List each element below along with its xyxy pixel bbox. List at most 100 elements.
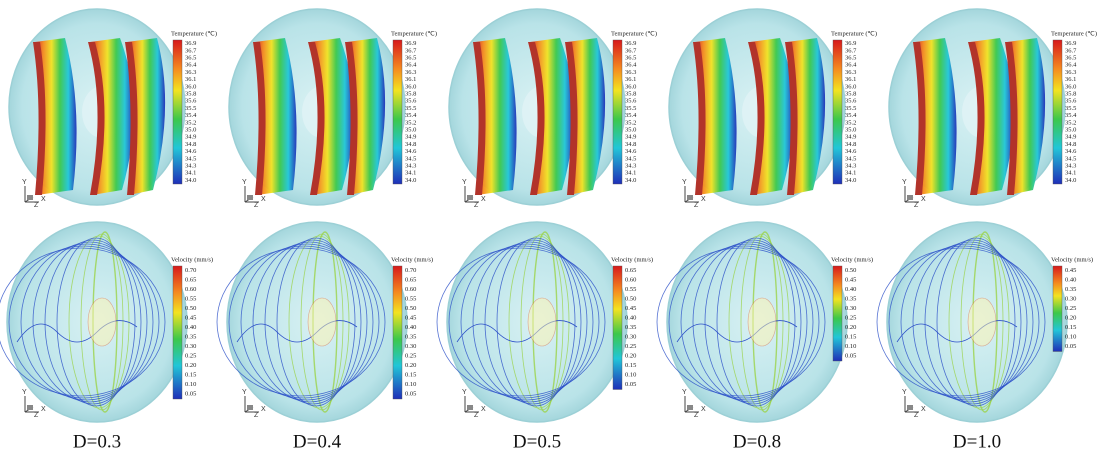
legend-tick-label: 34.8	[845, 141, 856, 148]
legend-tick-label: 0.25	[845, 315, 856, 322]
legend-tick-label: 35.5	[1065, 105, 1076, 112]
legend-tick-label: 36.7	[845, 47, 857, 54]
legend-tick-label: 0.25	[405, 353, 416, 360]
legend-tick-label: 0.10	[845, 343, 856, 350]
legend-tick-label: 34.1	[1065, 170, 1076, 177]
legend-tick-label: 34.1	[405, 170, 416, 177]
axis-label: Z	[34, 412, 39, 419]
caption: D=0.4	[293, 431, 342, 452]
legend-tick-label: 36.4	[185, 62, 197, 69]
legend-tick-label: 36.5	[185, 54, 196, 61]
streamline	[740, 233, 784, 411]
axis-triad-box	[27, 195, 33, 200]
caption: D=0.8	[733, 431, 781, 452]
legend-tick-label: 34.9	[1065, 134, 1076, 141]
legend-tick-label: 0.25	[625, 343, 636, 350]
streamline	[448, 245, 600, 399]
legend-tick-label: 35.8	[185, 90, 196, 97]
streamline	[300, 233, 344, 411]
axis-label: Y	[242, 179, 247, 186]
legend-tick-label: 34.0	[185, 177, 196, 184]
legend-tick-label: 35.2	[1065, 119, 1076, 126]
legend-title: Temperature (℃)	[611, 30, 657, 37]
lens	[527, 297, 557, 347]
legend-tick-label: 0.25	[185, 353, 196, 360]
legend-tick-label: 36.9	[1065, 40, 1076, 47]
axis-label: Y	[902, 389, 907, 396]
streamline	[924, 239, 1022, 405]
axis-label: X	[921, 196, 926, 203]
color-bar	[612, 265, 623, 390]
axis-label: X	[701, 406, 706, 413]
legend-tick-label: 34.5	[625, 155, 636, 162]
streamline	[0, 247, 166, 397]
lens	[967, 297, 997, 347]
implant-strip	[33, 42, 46, 195]
legend-tick-label: 34.9	[845, 134, 856, 141]
axis-label: Y	[242, 389, 247, 396]
legend-tick-label: 0.50	[185, 305, 196, 312]
implant-strip	[913, 42, 926, 195]
streamline	[216, 247, 386, 397]
legend-tick-label: 0.60	[405, 286, 416, 293]
legend-tick-label: 36.1	[625, 76, 636, 83]
color-bar	[392, 39, 403, 185]
legend-tick-label: 35.0	[1065, 126, 1076, 133]
implant-strip	[88, 42, 105, 195]
legend-tick-label: 0.30	[185, 343, 196, 350]
axis-triad-box	[687, 195, 693, 200]
color-bar	[832, 265, 843, 362]
legend-tick-label: 34.5	[1065, 155, 1076, 162]
streamline	[8, 245, 160, 399]
legend-tick-label: 0.20	[625, 353, 636, 360]
color-bar	[832, 39, 843, 185]
legend-tick-label: 34.5	[405, 155, 416, 162]
legend-tick-label: 34.5	[185, 155, 196, 162]
legend-tick-label: 34.8	[405, 141, 416, 148]
streamline	[716, 237, 796, 407]
streamline	[32, 241, 148, 403]
legend-tick-label: 0.30	[845, 305, 856, 312]
legend-tick-label: 0.35	[845, 296, 856, 303]
legend-tick-label: 35.0	[185, 126, 196, 133]
streamline	[264, 239, 362, 405]
legend-tick-label: 0.65	[405, 277, 416, 284]
legend-tick-label: 0.45	[185, 315, 196, 322]
legend-tick-label: 34.8	[1065, 141, 1076, 148]
legend-title: Temperature (℃)	[171, 30, 217, 37]
legend-tick-label: 35.0	[405, 126, 416, 133]
legend-tick-label: 0.45	[845, 277, 856, 284]
legend-tick-label: 0.40	[405, 324, 416, 331]
axis-label: Y	[22, 179, 27, 186]
legend-tick-label: 36.3	[625, 69, 636, 76]
legend-tick-label: 0.15	[1065, 324, 1076, 331]
legend-title: Velocity (mm/s)	[391, 256, 433, 263]
legend-tick-label: 35.4	[1065, 112, 1077, 119]
legend-tick-label: 0.10	[625, 372, 636, 379]
legend-tick-label: 36.9	[845, 40, 856, 47]
legend-tick-label: 0.70	[405, 267, 416, 274]
legend-tick-label: 34.6	[625, 148, 637, 155]
axis-triad-box	[27, 405, 33, 410]
legend-tick-label: 34.1	[625, 170, 636, 177]
legend-title: Velocity (mm/s)	[831, 256, 873, 263]
legend-tick-label: 34.6	[1065, 148, 1077, 155]
legend-tick-label: 36.0	[845, 83, 856, 90]
legend-tick-label: 34.8	[625, 141, 636, 148]
axis-label: X	[41, 406, 46, 413]
implant-strip	[528, 42, 545, 195]
legend-tick-label: 34.1	[185, 170, 196, 177]
legend-title: Temperature (℃)	[1051, 30, 1097, 37]
color-bar	[1052, 265, 1063, 352]
legend-tick-label: 36.4	[845, 62, 857, 69]
legend-tick-label: 0.10	[405, 381, 416, 388]
axis-label: Z	[914, 202, 919, 209]
temperature-band	[35, 38, 77, 195]
legend-tick-label: 0.55	[405, 296, 416, 303]
implant-strip	[785, 42, 798, 195]
legend-tick-label: 36.4	[625, 62, 637, 69]
axis-label: Z	[34, 202, 39, 209]
legend-tick-label: 34.9	[405, 134, 416, 141]
legend-tick-label: 0.45	[1065, 267, 1076, 274]
